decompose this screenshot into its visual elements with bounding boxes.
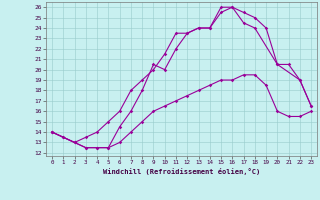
X-axis label: Windchill (Refroidissement éolien,°C): Windchill (Refroidissement éolien,°C) xyxy=(103,168,260,175)
